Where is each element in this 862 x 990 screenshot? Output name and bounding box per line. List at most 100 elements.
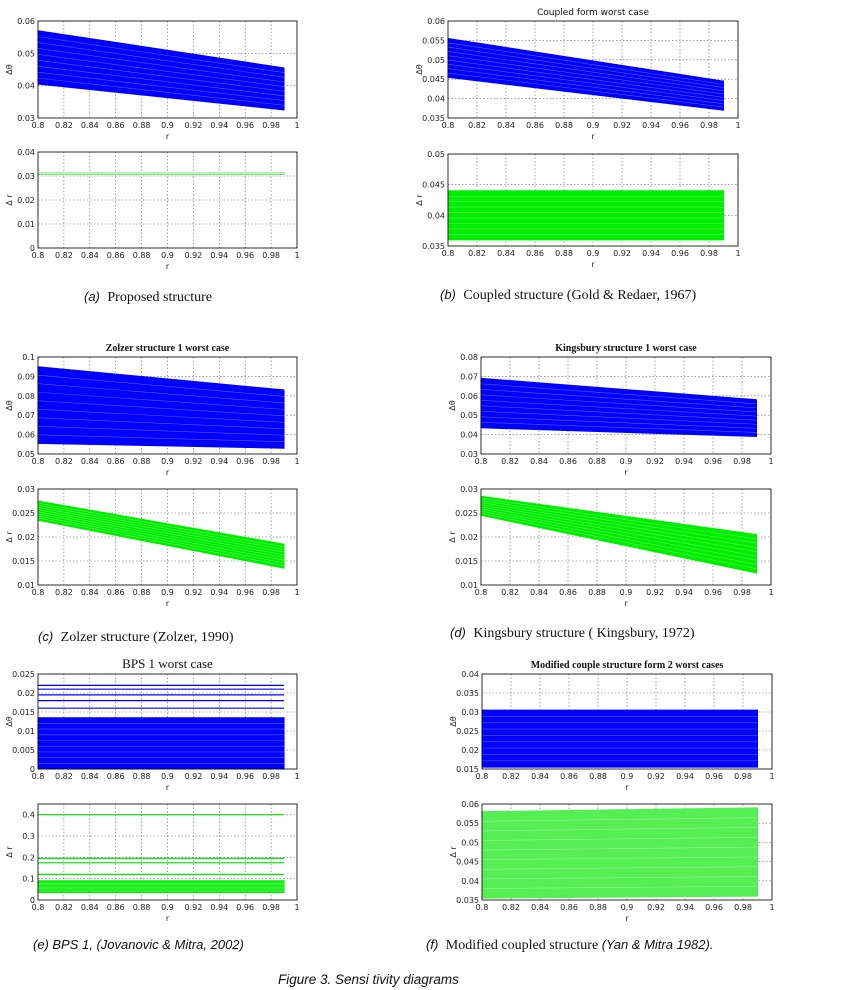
y-tick-label: 0.3 [22, 832, 35, 841]
caption-a: (a) Proposed structure [84, 289, 212, 306]
x-tick-label: 0.98 [262, 588, 280, 597]
x-tick-label: 0.96 [236, 251, 254, 260]
x-tick-label: 0.92 [646, 588, 664, 597]
x-tick-label: 0.88 [588, 588, 606, 597]
y-axis-label: Δθ [5, 400, 14, 410]
trajectory-line-4 [480, 405, 757, 421]
x-tick-label: 1 [294, 457, 299, 466]
axes-box [37, 803, 298, 901]
y-axis-label: Δθ [449, 716, 458, 726]
x-tick-label: 0.84 [531, 903, 549, 912]
y-tick-label: 0.02 [17, 196, 35, 205]
x-tick-label: 1 [769, 772, 774, 781]
axes-box [480, 488, 772, 586]
trajectory-line-5 [480, 504, 757, 552]
chart-f-top: 0.8 0.82 0.84 0.86 0.88 0.9 0.92 0.94 0.96 0.98 1 0… [449, 660, 775, 792]
trajectory-line-6 [37, 48, 285, 83]
y-tick-label: 0.1 [22, 875, 35, 884]
x-axis-label: r [591, 260, 595, 269]
caption-a-text: Proposed structure [107, 290, 212, 305]
trajectory-line-6 [37, 391, 285, 410]
x-tick-label: 0.86 [559, 588, 577, 597]
y-tick-label: 0.06 [460, 392, 478, 401]
x-tick-label: 1 [769, 903, 774, 912]
x-tick-label: 0.94 [676, 903, 694, 912]
x-tick-label: 1 [294, 588, 299, 597]
x-tick-label: 0.84 [530, 457, 548, 466]
x-tick-label: 0.94 [210, 772, 228, 781]
y-tick-label: 0.045 [456, 858, 479, 867]
caption-e-text: BPS 1, (Jovanovic & Mitra, 2002) [52, 937, 244, 952]
y-tick-label: 0.03 [17, 485, 35, 494]
y-tick-label: 0.055 [456, 819, 479, 828]
y-tick-label: 0.05 [17, 49, 35, 58]
x-tick-label: 0.92 [184, 457, 202, 466]
x-tick-label: 0.92 [647, 903, 665, 912]
y-tick-label: 0.01 [17, 727, 35, 736]
x-tick-label: 0.9 [161, 772, 174, 781]
caption-b-text: Coupled structure (Gold & Redaer, 1967) [463, 288, 697, 303]
sensitivity-figure: 0.8 0.82 0.84 0.86 0.88 0.9 0.92 0.94 0.96 0.98 1 0… [5, 8, 775, 923]
y-tick-label: 0.07 [17, 411, 35, 420]
trajectory-line-6 [480, 394, 757, 413]
y-tick-label: 0.025 [456, 727, 479, 736]
data-band-e-bottom [37, 880, 285, 894]
y-axis-label: Δ r [5, 194, 14, 206]
axes-box [481, 673, 773, 770]
caption-b: (b) Coupled structure (Gold & Redaer, 19… [440, 287, 696, 304]
figure-caption: Figure 3. Sensi tivity diagrams [278, 972, 459, 987]
y-tick-label: 0.01 [460, 581, 478, 590]
trajectory-line-8 [447, 42, 724, 85]
x-axis-label: r [625, 783, 629, 792]
trajectory-line-2 [447, 68, 724, 105]
chart-title: Modified couple structure form 2 worst c… [531, 660, 724, 671]
y-tick-label: 0.05 [461, 838, 479, 847]
y-tick-label: 0.01 [17, 581, 35, 590]
y-tick-label: 0.025 [12, 670, 35, 679]
trajectory-line-2 [480, 510, 757, 565]
trajectory-line-7 [37, 383, 285, 404]
x-tick-label: 0.84 [81, 772, 99, 781]
x-tick-label: 0.92 [184, 251, 202, 260]
y-tick-label: 0 [30, 765, 35, 774]
caption-e-tag: (e) [33, 937, 49, 952]
chart-a-top: 0.8 0.82 0.84 0.86 0.88 0.9 0.92 0.94 0.96 0.98 1 0… [5, 17, 300, 141]
x-axis-label: r [624, 468, 628, 477]
x-tick-label: 0.88 [555, 249, 573, 258]
x-tick-label: 0.86 [526, 121, 544, 130]
x-tick-label: 0.92 [613, 121, 631, 130]
chart-b-top: 0.8 0.82 0.84 0.86 0.88 0.9 0.92 0.94 0.96 0.98 1 0… [415, 8, 741, 141]
x-tick-label: 0.94 [642, 249, 660, 258]
x-tick-label: 0.88 [133, 588, 151, 597]
y-tick-label: 0.05 [427, 56, 445, 65]
trajectory-line-8 [37, 374, 285, 397]
x-tick-label: 0.84 [81, 251, 99, 260]
x-tick-label: 0.82 [55, 457, 73, 466]
y-tick-label: 0.05 [460, 411, 478, 420]
x-axis-label: r [625, 914, 629, 923]
caption-c-tag: (c) [38, 629, 54, 644]
trajectory-line-4 [37, 60, 285, 92]
trajectory-line-3 [447, 64, 724, 101]
caption-a-tag: (a) [84, 289, 100, 304]
y-axis-label: Δθ [448, 400, 457, 410]
x-tick-label: 0.84 [81, 903, 99, 912]
trajectory-line-2 [480, 416, 757, 429]
y-axis-label: Δ r [5, 846, 14, 858]
y-tick-label: 0.2 [22, 853, 35, 862]
trajectory-line-3 [481, 866, 758, 870]
chart-title: Zolzer structure 1 worst case [106, 343, 230, 354]
trajectory-line-7 [481, 827, 758, 832]
x-tick-label: 0.92 [613, 249, 631, 258]
x-tick-label: 0.82 [55, 772, 73, 781]
x-tick-label: 0.82 [502, 903, 520, 912]
y-tick-label: 0.03 [460, 485, 478, 494]
y-tick-label: 0.05 [427, 150, 445, 159]
x-tick-label: 0.92 [184, 903, 202, 912]
y-tick-label: 0.02 [17, 533, 35, 542]
x-tick-label: 0.92 [647, 772, 665, 781]
axes-box [37, 151, 298, 249]
y-tick-label: 0.055 [422, 36, 445, 45]
x-tick-label: 0.84 [497, 249, 515, 258]
y-tick-label: 0.015 [455, 557, 478, 566]
